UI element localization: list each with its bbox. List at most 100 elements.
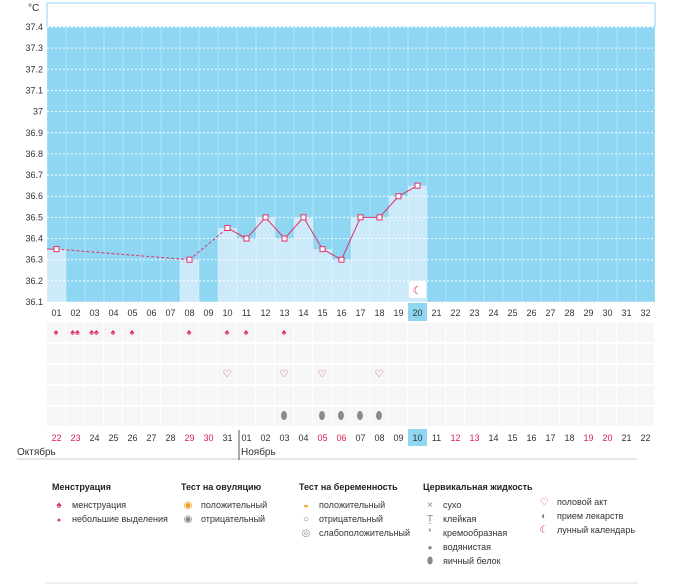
grid-cell[interactable] [560, 365, 578, 384]
grid-cell[interactable] [142, 386, 160, 405]
grid-cell[interactable] [427, 323, 445, 342]
grid-cell[interactable] [408, 386, 426, 405]
grid-cell[interactable] [275, 386, 293, 405]
grid-cell[interactable] [522, 344, 540, 363]
grid-cell[interactable] [465, 365, 483, 384]
grid-cell[interactable] [180, 386, 198, 405]
grid-cell[interactable] [142, 365, 160, 384]
grid-cell[interactable] [617, 365, 635, 384]
grid-cell[interactable] [199, 386, 217, 405]
grid-cell[interactable] [484, 365, 502, 384]
grid-cell[interactable] [503, 344, 521, 363]
grid-cell[interactable] [484, 344, 502, 363]
grid-cell[interactable] [446, 386, 464, 405]
grid-cell[interactable] [636, 323, 654, 342]
grid-cell[interactable] [522, 323, 540, 342]
grid-cell[interactable] [294, 365, 312, 384]
grid-cell[interactable] [408, 323, 426, 342]
grid-cell[interactable] [617, 323, 635, 342]
grid-cell[interactable] [313, 386, 331, 405]
grid-cell[interactable] [66, 407, 84, 426]
grid-cell[interactable] [541, 386, 559, 405]
grid-cell[interactable] [522, 386, 540, 405]
grid-cell[interactable] [85, 386, 103, 405]
grid-cell[interactable] [256, 344, 274, 363]
grid-cell[interactable] [332, 407, 350, 426]
grid-cell[interactable] [522, 365, 540, 384]
grid-cell[interactable] [598, 365, 616, 384]
grid-cell[interactable] [484, 407, 502, 426]
grid-cell[interactable] [370, 323, 388, 342]
grid-cell[interactable] [161, 407, 179, 426]
grid-cell[interactable] [66, 365, 84, 384]
grid-cell[interactable] [104, 344, 122, 363]
grid-cell[interactable] [256, 407, 274, 426]
grid-cell[interactable] [503, 386, 521, 405]
grid-cell[interactable] [427, 386, 445, 405]
grid-cell[interactable] [85, 323, 103, 342]
grid-cell[interactable] [275, 365, 293, 384]
grid-cell[interactable] [598, 386, 616, 405]
grid-cell[interactable] [180, 323, 198, 342]
grid-cell[interactable] [47, 386, 65, 405]
grid-cell[interactable] [579, 323, 597, 342]
grid-cell[interactable] [199, 407, 217, 426]
grid-cell[interactable] [66, 386, 84, 405]
grid-cell[interactable] [560, 323, 578, 342]
grid-cell[interactable] [199, 365, 217, 384]
grid-cell[interactable] [161, 365, 179, 384]
grid-cell[interactable] [275, 407, 293, 426]
grid-cell[interactable] [484, 386, 502, 405]
grid-cell[interactable] [313, 365, 331, 384]
grid-cell[interactable] [636, 386, 654, 405]
grid-cell[interactable] [237, 344, 255, 363]
grid-cell[interactable] [598, 407, 616, 426]
grid-cell[interactable] [541, 344, 559, 363]
grid-cell[interactable] [237, 365, 255, 384]
grid-cell[interactable] [370, 344, 388, 363]
grid-cell[interactable] [389, 386, 407, 405]
grid-cell[interactable] [541, 323, 559, 342]
grid-cell[interactable] [104, 407, 122, 426]
grid-cell[interactable] [579, 344, 597, 363]
grid-cell[interactable] [294, 386, 312, 405]
grid-cell[interactable] [199, 344, 217, 363]
grid-cell[interactable] [370, 365, 388, 384]
grid-cell[interactable] [237, 323, 255, 342]
grid-cell[interactable] [427, 344, 445, 363]
grid-cell[interactable] [503, 365, 521, 384]
grid-cell[interactable] [351, 365, 369, 384]
grid-cell[interactable] [579, 407, 597, 426]
grid-cell[interactable] [389, 407, 407, 426]
grid-cell[interactable] [294, 323, 312, 342]
grid-cell[interactable] [47, 344, 65, 363]
grid-cell[interactable] [218, 365, 236, 384]
grid-cell[interactable] [332, 365, 350, 384]
grid-cell[interactable] [465, 323, 483, 342]
grid-cell[interactable] [275, 344, 293, 363]
grid-cell[interactable] [389, 323, 407, 342]
grid-cell[interactable] [636, 365, 654, 384]
grid-cell[interactable] [313, 323, 331, 342]
grid-cell[interactable] [180, 344, 198, 363]
grid-cell[interactable] [598, 344, 616, 363]
grid-cell[interactable] [541, 407, 559, 426]
grid-cell[interactable] [313, 407, 331, 426]
grid-cell[interactable] [427, 365, 445, 384]
grid-cell[interactable] [161, 323, 179, 342]
grid-cell[interactable] [218, 386, 236, 405]
grid-cell[interactable] [560, 344, 578, 363]
grid-cell[interactable] [123, 323, 141, 342]
grid-cell[interactable] [332, 386, 350, 405]
grid-cell[interactable] [351, 386, 369, 405]
grid-cell[interactable] [104, 365, 122, 384]
grid-cell[interactable] [47, 407, 65, 426]
grid-cell[interactable] [560, 386, 578, 405]
grid-cell[interactable] [484, 323, 502, 342]
grid-cell[interactable] [351, 323, 369, 342]
grid-cell[interactable] [123, 365, 141, 384]
grid-cell[interactable] [541, 365, 559, 384]
grid-cell[interactable] [218, 344, 236, 363]
grid-cell[interactable] [85, 344, 103, 363]
grid-cell[interactable] [256, 365, 274, 384]
